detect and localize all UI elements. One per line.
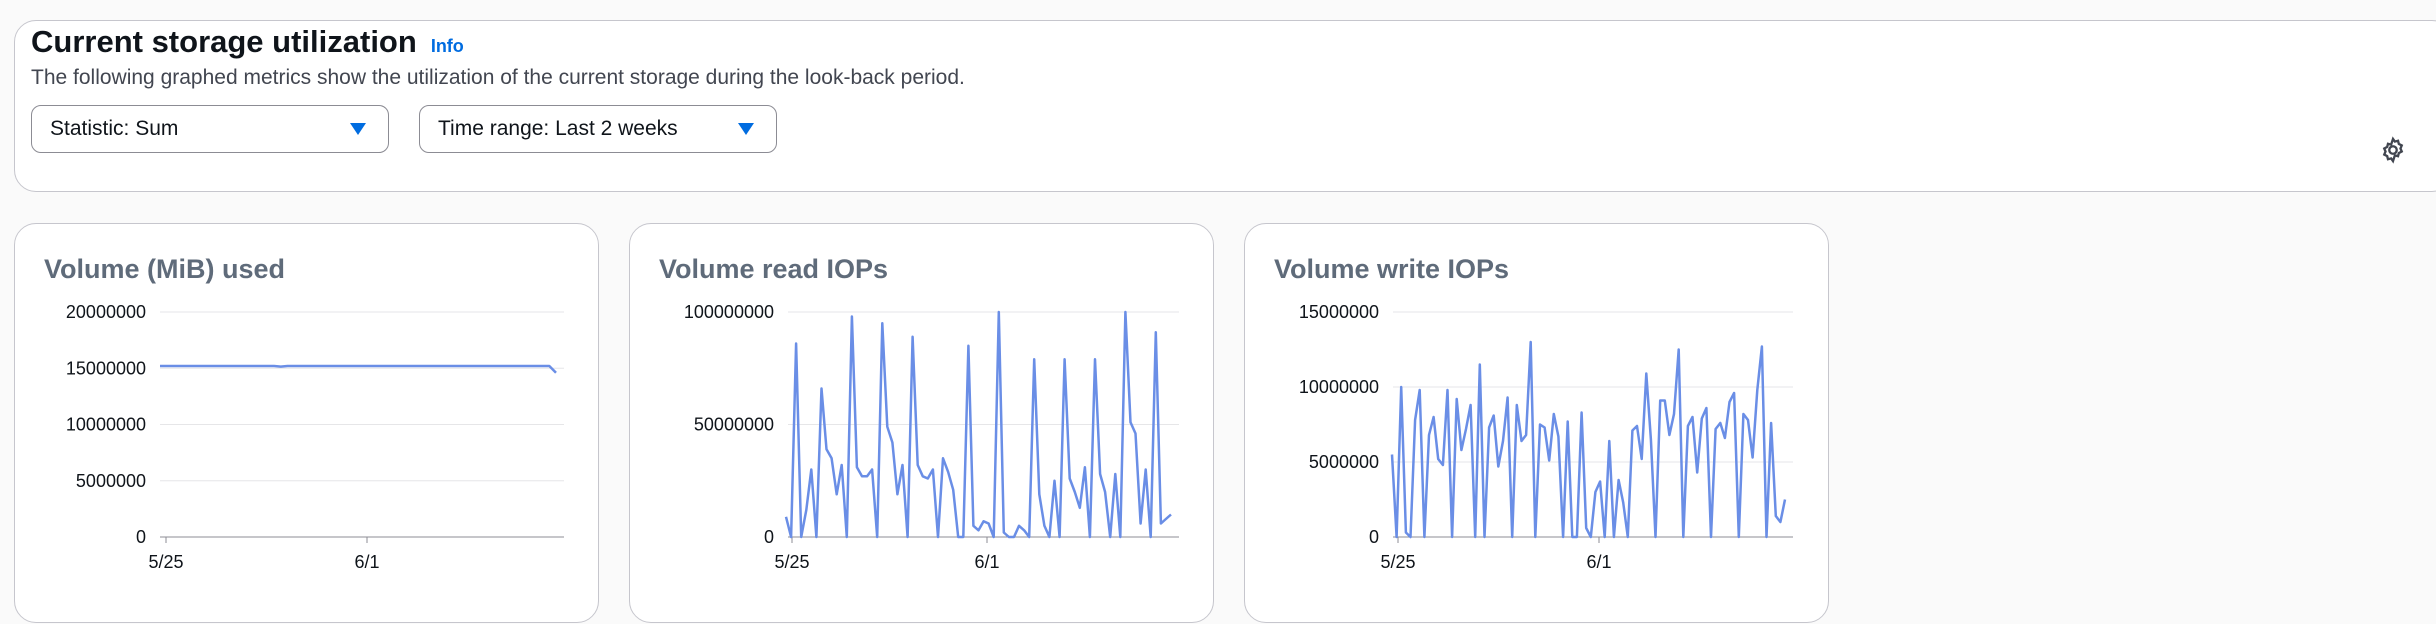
card-title: Volume write IOPs: [1274, 254, 1510, 284]
card-title: Volume read IOPs: [659, 254, 889, 284]
y-tick-label: 5000000: [1309, 452, 1379, 472]
statistic-select-value: Statistic: Sum: [50, 117, 179, 140]
y-tick-label: 0: [136, 527, 146, 547]
y-tick-label: 10000000: [1299, 377, 1379, 397]
y-tick-label: 10000000: [66, 415, 146, 435]
caret-down-icon: [350, 123, 366, 135]
y-tick-label: 0: [764, 527, 774, 547]
y-tick-label: 50000000: [694, 415, 774, 435]
series-line: [1390, 340, 1787, 539]
page-description: The following graphed metrics show the u…: [31, 66, 965, 89]
x-tick-label: 5/25: [1380, 552, 1415, 572]
card-title: Volume (MiB) used: [44, 254, 286, 284]
page-title: Current storage utilization: [31, 24, 417, 59]
series-line: [784, 310, 1172, 539]
y-tick-label: 15000000: [66, 358, 146, 378]
series-line: [160, 364, 557, 374]
caret-down-icon: [738, 123, 754, 135]
info-link[interactable]: Info: [430, 36, 464, 56]
title-row: Current storage utilization Info: [31, 24, 464, 60]
volume-read-iops-chart: 100000000 50000000 05/25 6/1: [684, 302, 1179, 572]
volume-write-iops-chart: 15000000 10000000 5000000 05/25 6/1: [1299, 302, 1793, 572]
volume-write-iops-card: Volume write IOPs 15000000 10000000 500000…: [1244, 223, 1829, 623]
volume-read-iops-card: Volume read IOPs 100000000 50000000 0 5/25 6…: [629, 223, 1214, 623]
y-tick-label: 15000000: [1299, 302, 1379, 322]
statistic-select[interactable]: Statistic: Sum: [31, 105, 389, 153]
x-tick-label: 6/1: [354, 552, 379, 572]
time-range-select-value: Time range: Last 2 weeks: [438, 117, 678, 140]
y-tick-label: 0: [1369, 527, 1379, 547]
storage-utilization-header: [14, 20, 2436, 192]
volume-used-chart: 20000000 15000000 10000000 5000000 05/25 6/1: [66, 302, 564, 572]
time-range-select[interactable]: Time range: Last 2 weeks: [419, 105, 777, 153]
gear-icon[interactable]: [2379, 136, 2407, 164]
x-tick-label: 5/25: [148, 552, 183, 572]
x-tick-label: 5/25: [774, 552, 809, 572]
y-tick-label: 5000000: [76, 471, 146, 491]
x-tick-label: 6/1: [1586, 552, 1611, 572]
y-tick-label: 20000000: [66, 302, 146, 322]
y-tick-label: 100000000: [684, 302, 774, 322]
volume-used-card: Volume (MiB) used 20000000 15000000 100000…: [14, 223, 599, 623]
x-tick-label: 6/1: [974, 552, 999, 572]
